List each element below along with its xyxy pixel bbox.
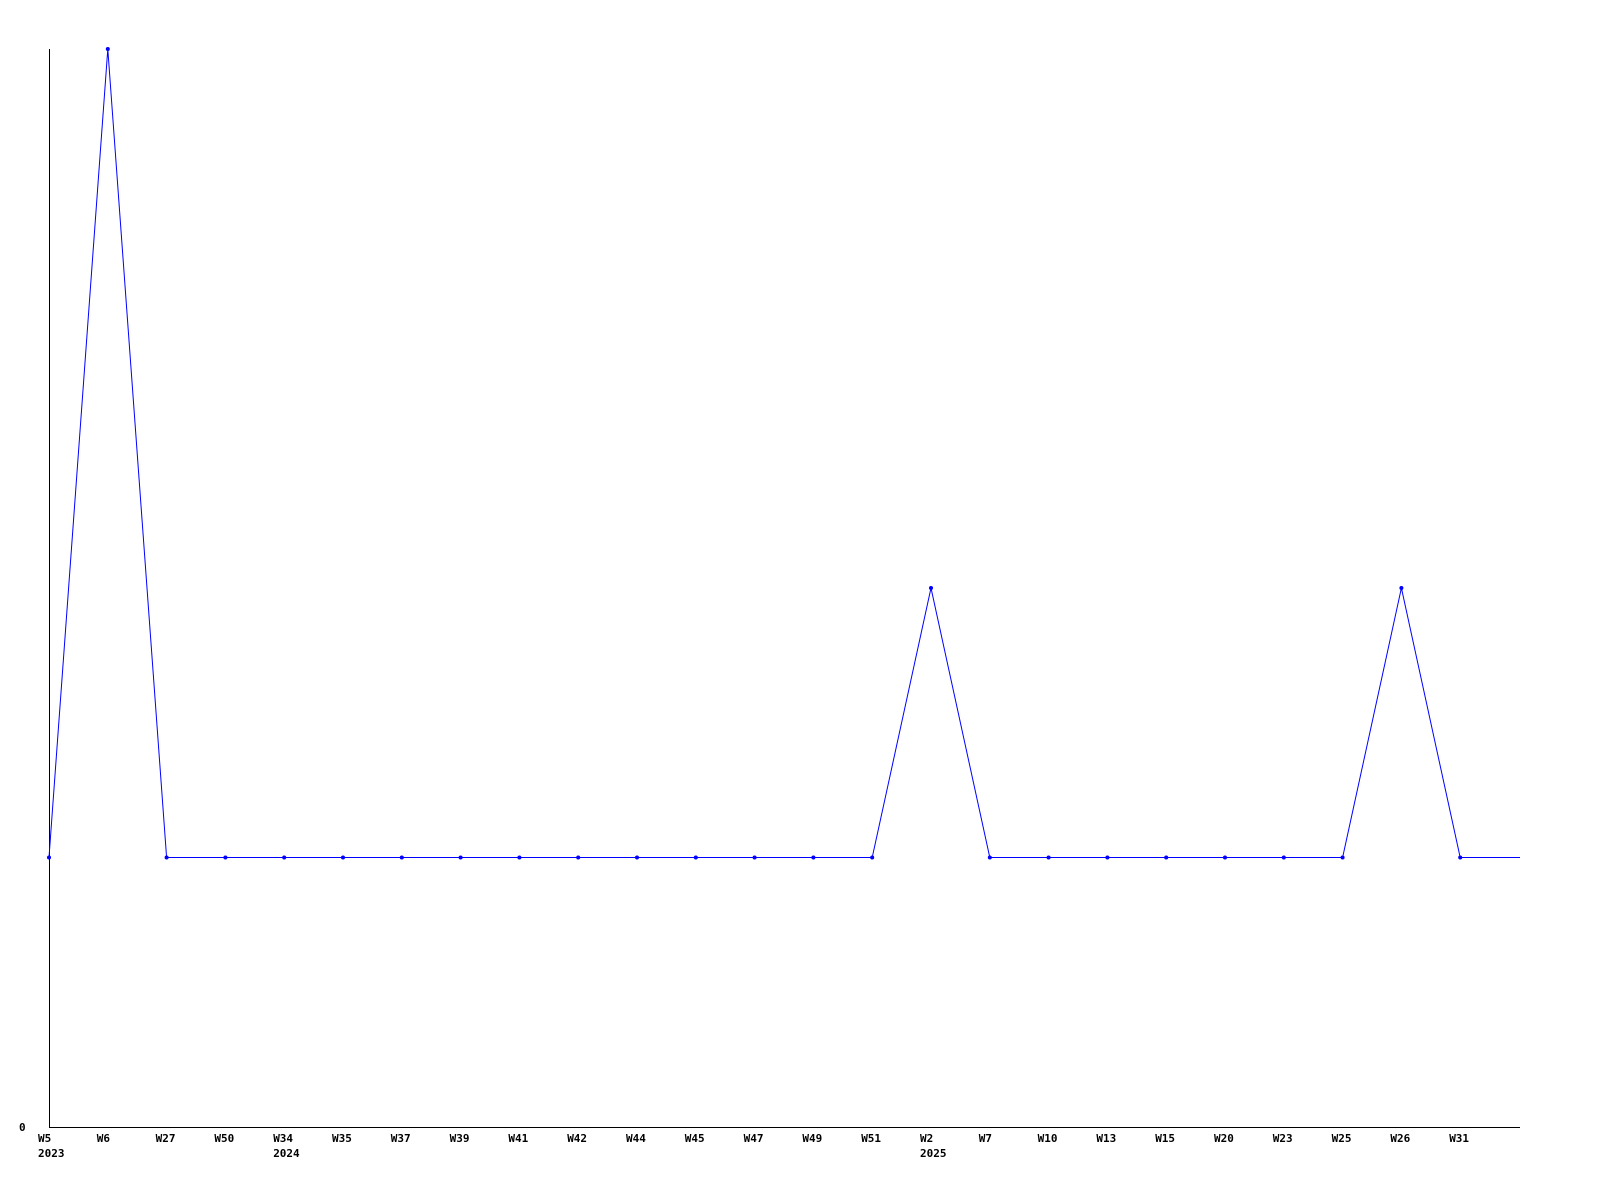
data-point xyxy=(693,855,698,860)
data-point xyxy=(399,855,404,860)
data-point xyxy=(458,855,463,860)
data-point xyxy=(1399,586,1404,590)
y-tick-label-0: 0 xyxy=(19,1121,26,1134)
x-tick-label: W25 xyxy=(1332,1132,1352,1145)
data-point xyxy=(1281,855,1286,860)
x-tick-label: W26 xyxy=(1390,1132,1410,1145)
data-point xyxy=(341,855,345,860)
x-tick-label: W49 xyxy=(802,1132,822,1145)
series-line xyxy=(48,48,1520,858)
x-tick-label: W15 xyxy=(1155,1132,1175,1145)
data-point xyxy=(1458,855,1463,860)
data-point xyxy=(870,855,875,860)
x-tick-label: W20 xyxy=(1214,1132,1234,1145)
data-point xyxy=(164,855,169,860)
x-tick-label: W35 xyxy=(332,1132,352,1145)
x-tick-label: W37 xyxy=(391,1132,411,1145)
data-point xyxy=(47,855,51,860)
x-tick-label: W42 xyxy=(567,1132,587,1145)
x-tick-label: W7 xyxy=(979,1132,992,1145)
x-tick-label: W2 xyxy=(920,1132,933,1145)
x-year-label: 2023 xyxy=(38,1147,65,1160)
data-point xyxy=(987,855,992,860)
data-point xyxy=(635,855,639,860)
data-point xyxy=(517,855,522,860)
x-tick-label: W51 xyxy=(861,1132,881,1145)
x-tick-label: W23 xyxy=(1273,1132,1293,1145)
data-point xyxy=(1340,855,1345,860)
data-point xyxy=(105,47,110,51)
x-tick-label: W5 xyxy=(38,1132,51,1145)
x-tick-label: W34 xyxy=(273,1132,293,1145)
x-tick-label: W31 xyxy=(1449,1132,1469,1145)
x-tick-label: W10 xyxy=(1038,1132,1058,1145)
x-tick-label: W47 xyxy=(744,1132,764,1145)
data-point xyxy=(1164,855,1169,860)
data-point xyxy=(1046,855,1051,860)
x-tick-label: W45 xyxy=(685,1132,705,1145)
x-tick-label: W6 xyxy=(97,1132,111,1145)
data-point xyxy=(1223,855,1227,860)
data-point xyxy=(929,586,933,590)
data-point xyxy=(576,855,581,860)
data-point xyxy=(811,855,816,860)
x-tick-label: W13 xyxy=(1096,1132,1116,1145)
data-point xyxy=(282,855,287,860)
x-tick-label: W50 xyxy=(214,1132,234,1145)
data-point xyxy=(223,855,228,860)
x-tick-label: W44 xyxy=(626,1132,646,1145)
x-tick-label: W41 xyxy=(508,1132,528,1145)
x-tick-label: W39 xyxy=(450,1132,470,1145)
x-tick-label: W27 xyxy=(156,1132,176,1145)
data-point xyxy=(1105,855,1110,860)
data-point xyxy=(752,855,757,860)
x-year-label: 2025 xyxy=(920,1147,947,1160)
x-year-label: 2024 xyxy=(273,1147,300,1160)
